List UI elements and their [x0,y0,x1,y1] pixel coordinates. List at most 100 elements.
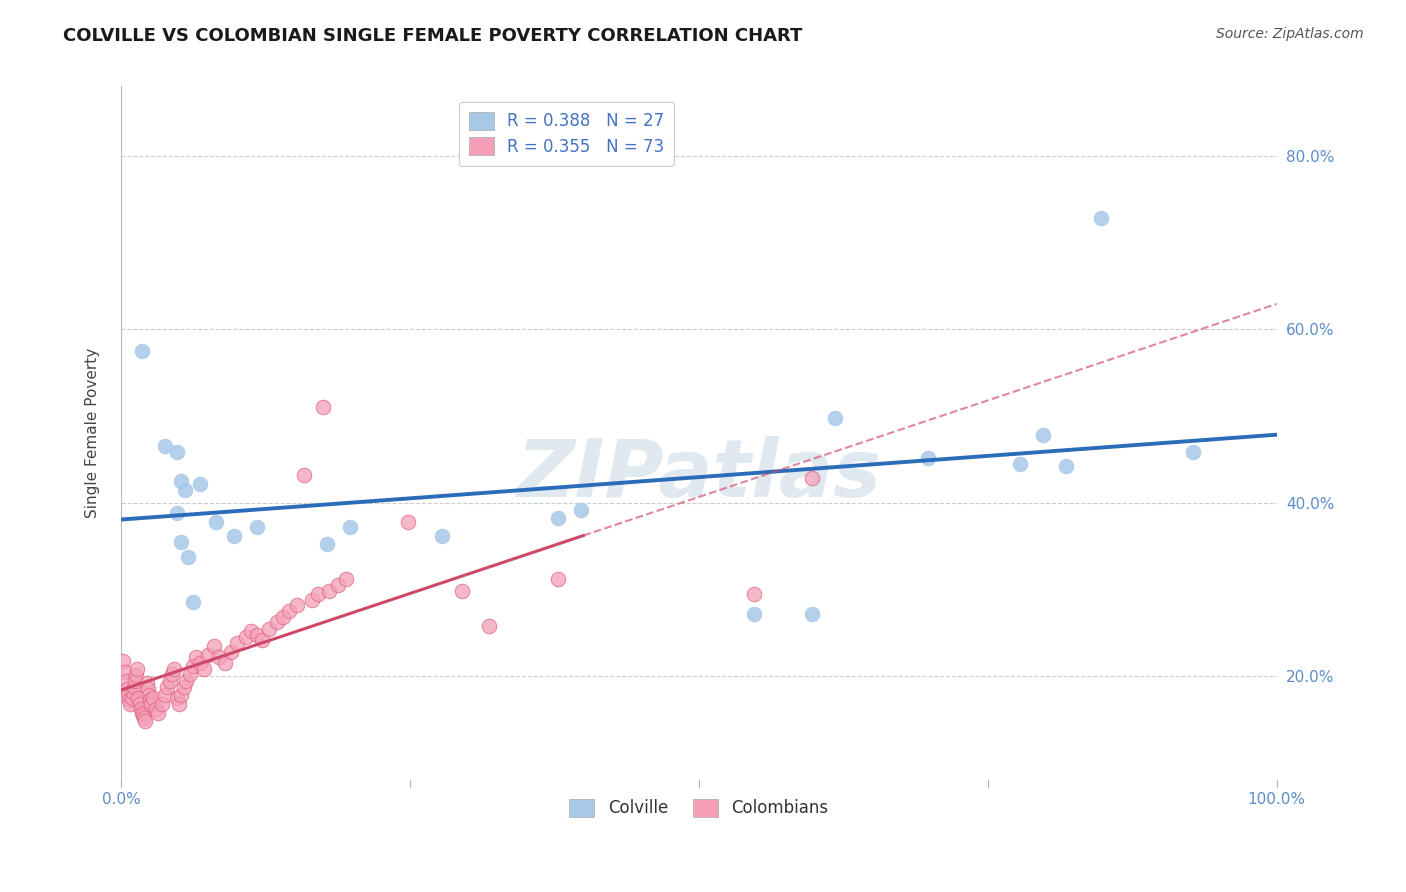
Point [181,595,204,609]
Point [134,711,156,725]
Point [163,662,186,676]
Point [451,584,474,599]
Point [112,654,135,668]
Point [917,450,939,465]
Point [235,630,257,644]
Point [132,708,155,723]
Point [271,610,294,624]
Point [142,690,165,705]
Point [547,572,569,586]
Point [214,656,236,670]
Point [432,529,454,543]
Point [188,476,211,491]
Point [122,680,145,694]
Point [1182,445,1205,459]
Point [160,667,183,681]
Point [170,534,193,549]
Point [1008,457,1031,471]
Point [315,537,337,551]
Point [186,650,208,665]
Point [173,680,195,694]
Point [335,572,357,586]
Point [121,690,143,705]
Point [547,511,569,525]
Point [318,584,340,599]
Point [124,673,146,688]
Point [1032,428,1054,442]
Point [246,520,269,534]
Point [134,714,156,729]
Point [135,676,157,690]
Point [824,410,846,425]
Point [246,627,269,641]
Point [166,506,188,520]
Point [138,688,160,702]
Point [1090,211,1112,226]
Point [125,668,148,682]
Point [188,656,211,670]
Point [208,650,231,665]
Point [173,483,195,497]
Point [1054,459,1077,474]
Point [266,615,288,630]
Point [146,706,169,720]
Point [328,578,350,592]
Point [277,604,299,618]
Point [225,636,247,650]
Point [145,702,167,716]
Point [166,690,188,705]
Point [141,697,163,711]
Point [136,682,159,697]
Point [257,622,280,636]
Point [153,688,176,702]
Point [153,439,176,453]
Point [179,667,201,681]
Point [742,587,765,601]
Point [174,673,197,688]
Y-axis label: Single Female Poverty: Single Female Poverty [86,348,100,518]
Point [239,624,262,639]
Point [127,690,149,705]
Point [117,688,139,702]
Point [197,648,219,662]
Point [801,607,824,621]
Point [159,673,181,688]
Point [131,343,153,358]
Point [118,693,141,707]
Point [202,639,225,653]
Point [312,401,335,415]
Point [292,467,315,482]
Point [121,685,143,699]
Legend: Colville, Colombians: Colville, Colombians [562,792,835,824]
Point [131,706,153,720]
Point [250,632,273,647]
Point [205,515,228,529]
Point [120,697,142,711]
Point [170,474,193,488]
Point [139,693,162,707]
Point [114,673,136,688]
Point [114,665,136,679]
Text: ZIPatlas: ZIPatlas [516,436,882,514]
Point [156,680,179,694]
Point [167,697,190,711]
Text: COLVILLE VS COLOMBIAN SINGLE FEMALE POVERTY CORRELATION CHART: COLVILLE VS COLOMBIAN SINGLE FEMALE POVE… [63,27,803,45]
Point [285,598,308,612]
Point [219,645,242,659]
Point [801,471,824,485]
Point [181,658,204,673]
Text: Source: ZipAtlas.com: Source: ZipAtlas.com [1216,27,1364,41]
Point [193,662,215,676]
Point [224,529,246,543]
Point [115,682,138,697]
Point [166,445,188,459]
Point [129,702,152,716]
Point [569,502,592,516]
Point [339,520,361,534]
Point [128,697,150,711]
Point [127,662,149,676]
Point [307,587,329,601]
Point [177,549,200,564]
Point [396,515,419,529]
Point [150,697,173,711]
